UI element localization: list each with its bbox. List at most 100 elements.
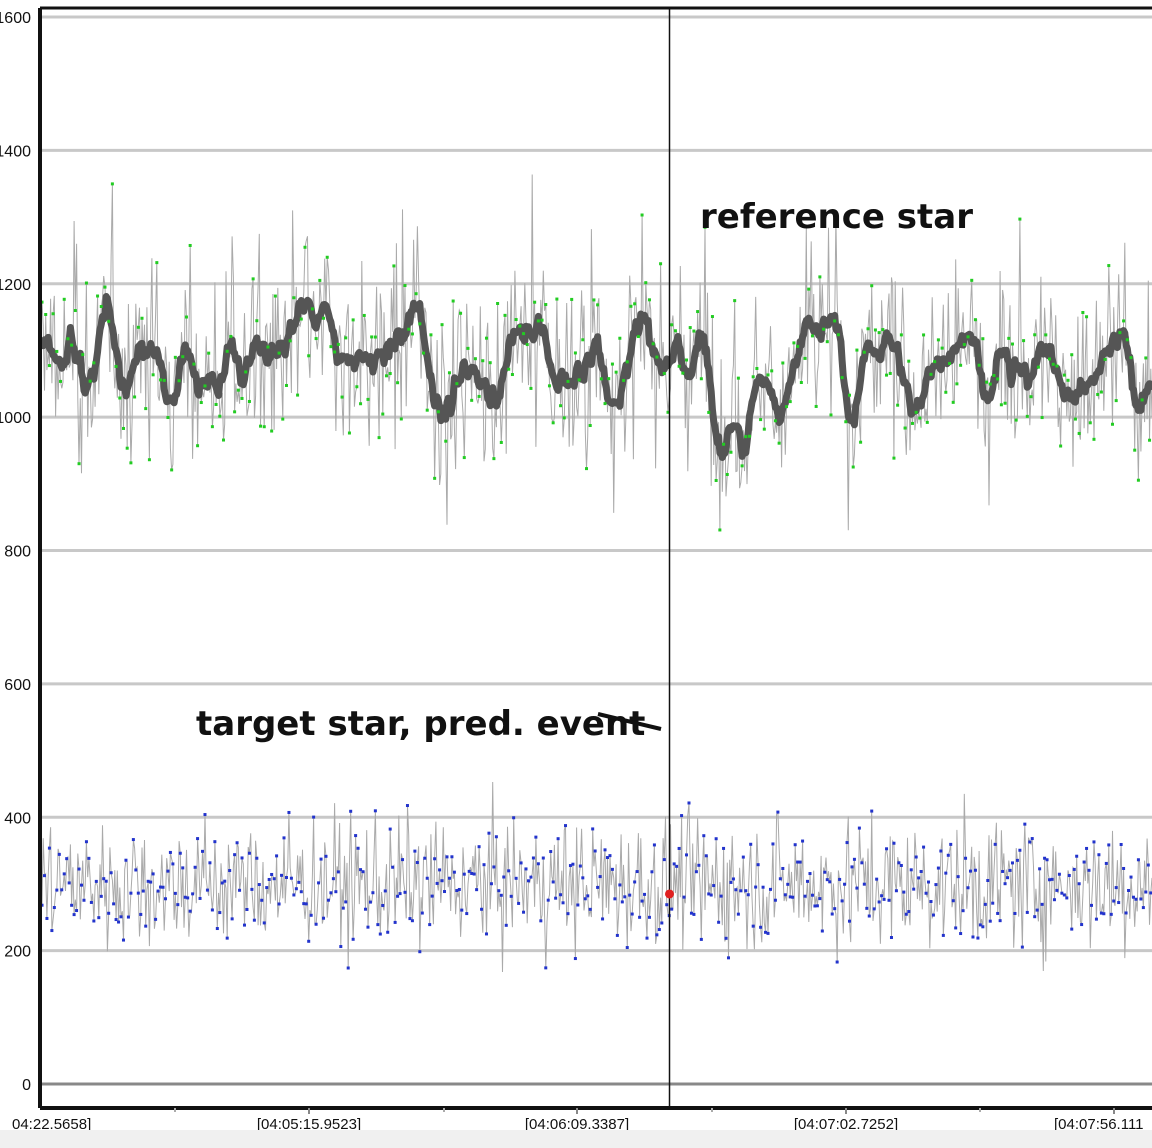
reference-star-point [236,388,240,392]
reference-star-point [999,403,1003,407]
reference-star-point [744,435,748,439]
reference-star-point [1073,417,1077,421]
target-star-point [539,919,543,923]
target-star-point [1107,843,1111,847]
reference-star-point [359,402,363,406]
reference-star-point [210,425,214,429]
reference-star-point [1014,418,1018,422]
reference-star-point [333,350,337,354]
reference-star-point [762,427,766,431]
reference-star-point [899,333,903,337]
target-star-point [1043,856,1047,860]
reference-star-point [1140,398,1144,402]
reference-star-point [218,414,222,418]
target-star-point [42,874,46,878]
reference-star-point [633,302,637,306]
target-star-point [759,925,763,929]
reference-star-point [1033,333,1037,337]
reference-star-point [247,399,251,403]
target-star-point [712,884,716,888]
target-star-point [927,880,931,884]
target-star-point [692,912,696,916]
target-star-point [924,891,928,895]
plot-area [40,8,1152,1108]
target-star-point [633,880,637,884]
target-star-point [517,901,521,905]
target-star-point [618,883,622,887]
reference-star-point [799,381,803,385]
reference-star-point [73,309,77,313]
target-star-point [319,857,323,861]
target-star-point [72,913,76,917]
reference-star-point [773,419,777,423]
reference-star-point [1107,264,1111,268]
reference-star-point [1022,339,1026,343]
target-star-point [941,933,945,937]
x-tick-label: [04:07:02.7252] [794,1116,898,1133]
target-star-point [892,841,896,845]
target-star-point [383,889,387,893]
target-star-point [210,908,214,912]
reference-star-point [559,404,563,408]
reference-star-point [1048,357,1052,361]
target-star-point [215,927,219,931]
target-star-point [218,911,222,915]
reference-star-point [1003,401,1007,405]
target-star-point [1117,901,1121,905]
target-star-point [102,877,106,881]
target-star-point [156,889,160,893]
target-star-point [536,862,540,866]
target-star-point [1102,912,1106,916]
reference-star-point [444,439,448,443]
target-star-point [1025,910,1029,914]
target-star-point [1028,840,1032,844]
target-star-point [304,902,308,906]
target-star-point [233,853,237,857]
reference-star-point [225,349,229,353]
target-star-point [605,856,609,860]
target-star-point [613,897,617,901]
target-star-point [707,892,711,896]
reference-star-point [203,384,207,388]
reference-star-point [466,346,470,350]
target-star-point [144,924,148,928]
target-star-point [808,872,812,876]
reference-star-point [159,378,163,382]
target-star-point [662,858,666,862]
reference-star-point [707,410,711,414]
reference-star-point [651,342,655,346]
target-star-point [976,936,980,940]
target-star-point [818,897,822,901]
reference-star-point [725,472,729,476]
reference-star-point [747,434,751,438]
reference-star-point [814,404,818,408]
target-star-point [193,865,197,869]
x-tick-label: [04:05:15.9523] [257,1116,361,1133]
target-star-point [265,886,269,890]
target-star-point [450,855,454,859]
reference-star-point [347,431,351,435]
reference-star-point [881,328,885,332]
target-star-raw-line [41,781,1152,973]
reference-star-point [418,322,422,326]
reference-star-point [488,361,492,365]
target-star-label: target star, pred. event [196,704,645,744]
target-star-point [504,923,508,927]
target-star-point [596,885,600,889]
target-star-point [480,907,484,911]
reference-star-point [896,403,900,407]
target-star-point [556,837,560,841]
target-star-point [749,842,753,846]
target-star-point [870,809,874,813]
reference-star-point [484,336,488,340]
target-star-point [628,893,632,897]
target-star-point [601,917,605,921]
reference-star-point [544,303,548,307]
target-star-point [351,937,355,941]
reference-star-point [188,243,192,247]
reference-star-point [1059,444,1063,448]
reference-star-point [722,442,726,446]
reference-star-point [451,299,455,303]
reference-star-point [988,382,992,386]
reference-star-point [262,425,266,429]
